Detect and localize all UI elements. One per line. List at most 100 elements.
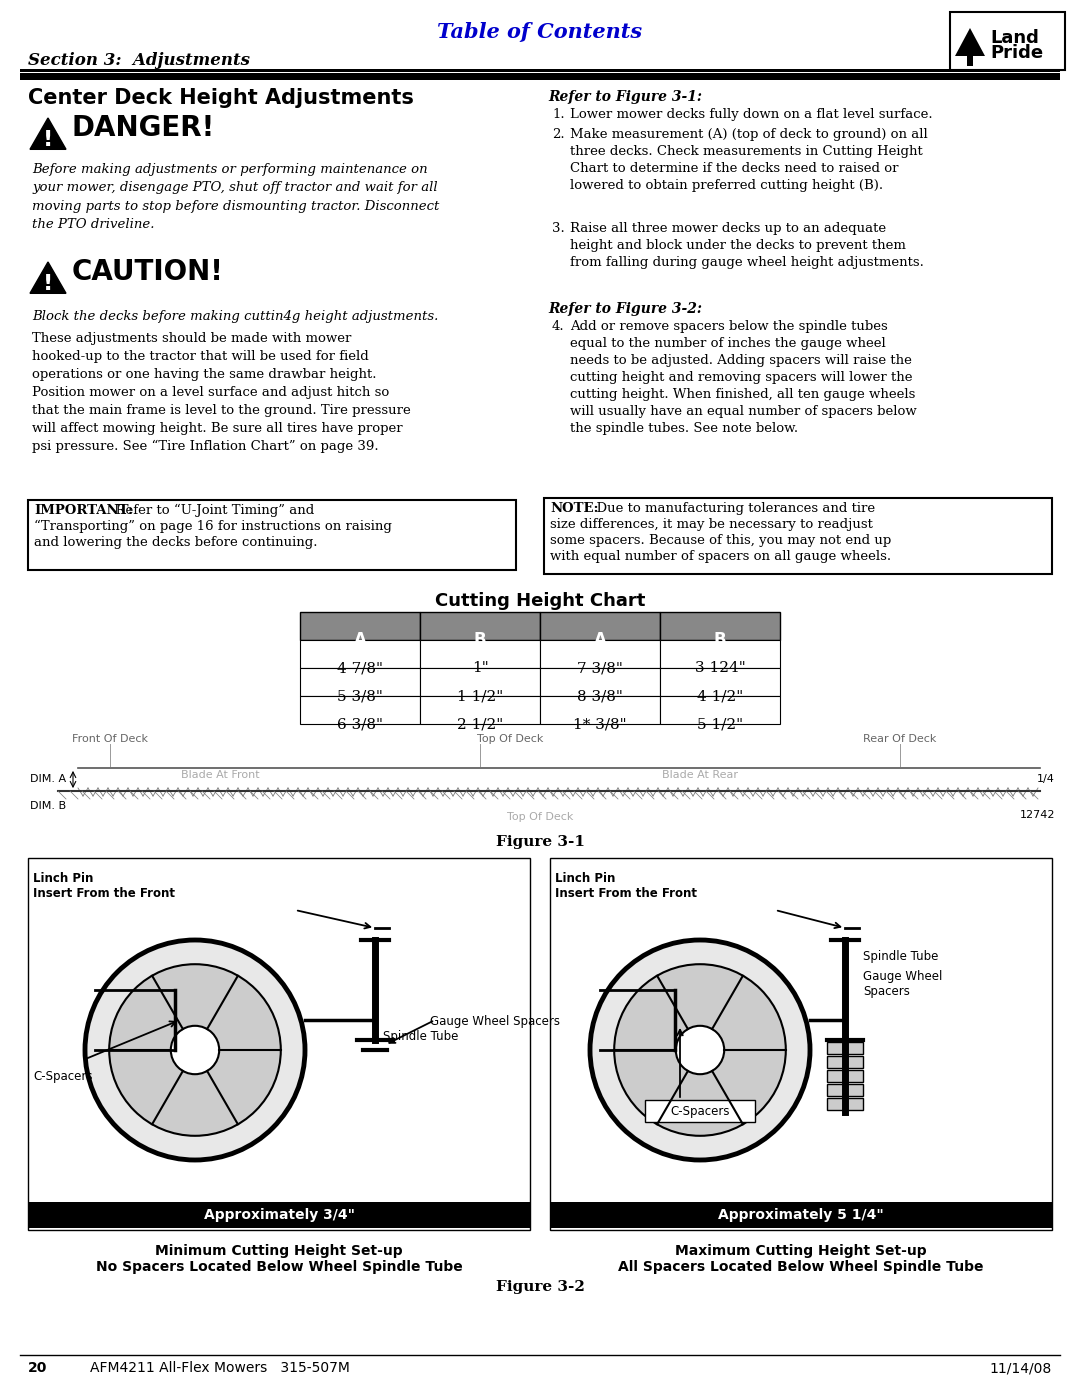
Text: Land: Land — [990, 29, 1039, 47]
Bar — [300, 640, 420, 668]
Text: 12742: 12742 — [1020, 810, 1055, 820]
Text: Figure 3-1: Figure 3-1 — [496, 835, 584, 849]
Bar — [660, 696, 780, 724]
Text: 5 3/8": 5 3/8" — [337, 689, 383, 703]
Bar — [420, 668, 540, 696]
Polygon shape — [30, 117, 66, 149]
Text: Block the decks before making cuttin4g height adjustments.: Block the decks before making cuttin4g h… — [32, 310, 438, 323]
Bar — [550, 1201, 1052, 1228]
Text: NOTE:: NOTE: — [550, 502, 598, 515]
Bar — [21, 68, 1059, 73]
Polygon shape — [967, 56, 973, 66]
Text: B: B — [714, 631, 727, 650]
Bar — [300, 612, 420, 640]
Text: 12716: 12716 — [1009, 1213, 1044, 1222]
Text: Minimum Cutting Height Set-up: Minimum Cutting Height Set-up — [156, 1243, 403, 1259]
Text: 8 3/8": 8 3/8" — [577, 689, 623, 703]
Text: size differences, it may be necessary to readjust: size differences, it may be necessary to… — [550, 518, 873, 531]
Bar — [827, 1042, 863, 1053]
Text: 6 3/8": 6 3/8" — [337, 717, 383, 731]
Text: 1/4: 1/4 — [1037, 774, 1055, 784]
Text: Approximately 3/4": Approximately 3/4" — [203, 1208, 354, 1222]
Circle shape — [85, 940, 305, 1160]
Text: DIM. A: DIM. A — [30, 774, 66, 784]
Circle shape — [676, 1025, 725, 1074]
Text: 4 1/2": 4 1/2" — [697, 689, 743, 703]
Text: IMPORTANT:: IMPORTANT: — [33, 504, 133, 517]
Text: Refer to Figure 3-2:: Refer to Figure 3-2: — [548, 302, 702, 316]
Text: Blade At Rear: Blade At Rear — [662, 770, 738, 780]
Text: Front Of Deck: Front Of Deck — [72, 733, 148, 745]
Text: 3 124": 3 124" — [694, 661, 745, 675]
Text: AFM4211 All-Flex Mowers   315-507M: AFM4211 All-Flex Mowers 315-507M — [90, 1361, 350, 1375]
Polygon shape — [30, 263, 66, 293]
Bar — [300, 668, 420, 696]
Text: B: B — [474, 631, 486, 650]
Text: 12717: 12717 — [487, 1213, 522, 1222]
Text: 5 1/2": 5 1/2" — [697, 717, 743, 731]
Text: Refer to Figure 3-1:: Refer to Figure 3-1: — [548, 89, 702, 103]
Bar — [540, 640, 660, 668]
Text: DIM. B: DIM. B — [30, 800, 66, 812]
Text: A: A — [594, 631, 607, 650]
Text: Refer to “U-Joint Timing” and: Refer to “U-Joint Timing” and — [107, 504, 314, 517]
Text: Maximum Cutting Height Set-up: Maximum Cutting Height Set-up — [675, 1243, 927, 1259]
Text: All Spacers Located Below Wheel Spindle Tube: All Spacers Located Below Wheel Spindle … — [618, 1260, 984, 1274]
Text: 20: 20 — [28, 1361, 48, 1375]
Text: Pride: Pride — [990, 43, 1043, 61]
Text: Section 3:  Adjustments: Section 3: Adjustments — [28, 52, 249, 68]
Text: Linch Pin
Insert From the Front: Linch Pin Insert From the Front — [555, 872, 697, 900]
Bar — [827, 1098, 863, 1111]
Bar — [550, 858, 1052, 1229]
Text: Gauge Wheel
Spacers: Gauge Wheel Spacers — [863, 970, 943, 997]
Text: CAUTION!: CAUTION! — [72, 258, 224, 286]
Text: No Spacers Located Below Wheel Spindle Tube: No Spacers Located Below Wheel Spindle T… — [96, 1260, 462, 1274]
Text: C-Spacers: C-Spacers — [33, 1070, 93, 1083]
Bar — [540, 612, 660, 640]
Bar — [21, 73, 1059, 80]
Circle shape — [590, 940, 810, 1160]
Text: Spindle Tube: Spindle Tube — [383, 1030, 458, 1044]
Text: 2 1/2": 2 1/2" — [457, 717, 503, 731]
Text: 7 3/8": 7 3/8" — [577, 661, 623, 675]
Bar — [827, 1070, 863, 1083]
Bar — [660, 640, 780, 668]
Text: 2.: 2. — [552, 129, 565, 141]
Bar — [827, 1056, 863, 1067]
Text: 1* 3/8": 1* 3/8" — [573, 717, 626, 731]
Bar — [28, 1201, 530, 1228]
Text: Approximately 5 1/4": Approximately 5 1/4" — [718, 1208, 883, 1222]
Text: 1.: 1. — [552, 108, 565, 122]
Text: These adjustments should be made with mower
hooked-up to the tractor that will b: These adjustments should be made with mo… — [32, 332, 410, 454]
Text: 1": 1" — [472, 661, 488, 675]
Text: !: ! — [43, 274, 53, 293]
Bar — [827, 1084, 863, 1097]
Text: Rear Of Deck: Rear Of Deck — [863, 733, 936, 745]
Circle shape — [171, 1025, 219, 1074]
Text: “Transporting” on page 16 for instructions on raising: “Transporting” on page 16 for instructio… — [33, 520, 392, 534]
Text: !: ! — [43, 130, 53, 149]
Text: Spindle Tube: Spindle Tube — [863, 950, 939, 963]
Text: A: A — [353, 631, 366, 650]
Text: and lowering the decks before continuing.: and lowering the decks before continuing… — [33, 536, 318, 549]
Circle shape — [615, 964, 786, 1136]
FancyBboxPatch shape — [28, 500, 516, 570]
Text: Make measurement (A) (top of deck to ground) on all
three decks. Check measureme: Make measurement (A) (top of deck to gro… — [570, 129, 928, 191]
Polygon shape — [955, 28, 985, 56]
Bar — [540, 668, 660, 696]
Text: 3.: 3. — [552, 222, 565, 235]
Text: Add or remove spacers below the spindle tubes
equal to the number of inches the : Add or remove spacers below the spindle … — [570, 320, 917, 434]
Text: Blade At Front: Blade At Front — [180, 770, 259, 780]
FancyBboxPatch shape — [544, 497, 1052, 574]
Text: Center Deck Height Adjustments: Center Deck Height Adjustments — [28, 88, 414, 108]
Text: Table of Contents: Table of Contents — [437, 22, 643, 42]
Bar — [660, 612, 780, 640]
Bar — [420, 640, 540, 668]
Text: Top Of Deck: Top Of Deck — [507, 812, 573, 821]
Text: Gauge Wheel Spacers: Gauge Wheel Spacers — [430, 1016, 561, 1028]
Circle shape — [109, 964, 281, 1136]
Text: 4.: 4. — [552, 320, 565, 332]
Bar — [28, 858, 530, 1229]
Text: Raise all three mower decks up to an adequate
height and block under the decks t: Raise all three mower decks up to an ade… — [570, 222, 923, 270]
Bar — [300, 696, 420, 724]
